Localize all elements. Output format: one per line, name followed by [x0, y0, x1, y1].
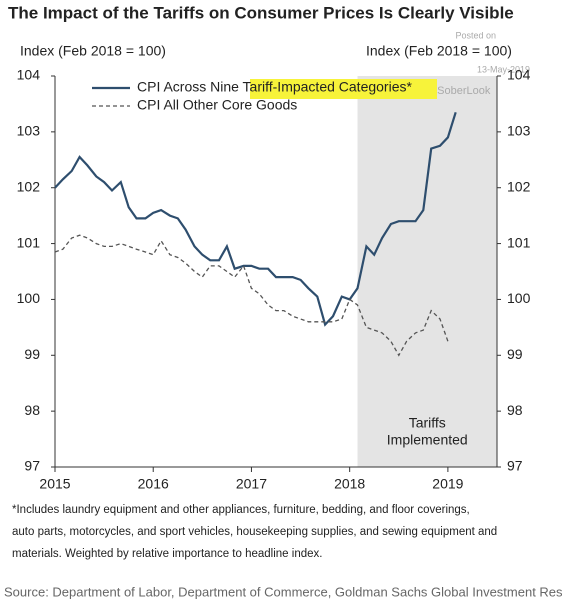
- shade-label: Implemented: [387, 432, 468, 448]
- y-tick-label: 101: [17, 234, 41, 250]
- legend-highlight: [250, 79, 437, 99]
- series-line: [54, 111, 457, 327]
- footnote: *Includes laundry equipment and other ap…: [12, 504, 470, 516]
- footnote: auto parts, motorcycles, and sport vehic…: [12, 526, 497, 538]
- y-tick-label: 104: [17, 67, 41, 83]
- x-tick-label: 2017: [236, 476, 267, 492]
- y2-tick-label: 100: [507, 290, 531, 306]
- y-tick-label: 103: [17, 123, 41, 139]
- watermark: Posted on: [455, 30, 496, 40]
- y2-tick-label: 103: [507, 123, 531, 139]
- y-axis-label: Index (Feb 2018 = 100): [20, 43, 166, 59]
- footnote: materials. Weighted by relative importan…: [12, 548, 322, 560]
- watermark: 13-May-2019: [477, 64, 530, 74]
- y-tick-label: 97: [24, 458, 40, 474]
- x-tick-label: 2016: [138, 476, 169, 492]
- legend-label: CPI Across Nine Tariff-Impacted Categori…: [137, 79, 412, 95]
- x-tick-label: 2015: [39, 476, 70, 492]
- y2-tick-label: 104: [507, 67, 531, 83]
- y2-tick-label: 98: [507, 402, 523, 418]
- y-tick-label: 102: [17, 178, 41, 194]
- legend-label: CPI All Other Core Goods: [137, 97, 297, 113]
- y-tick-label: 99: [24, 346, 40, 362]
- y2-tick-label: 97: [507, 458, 523, 474]
- shade-label: Tariffs: [409, 415, 446, 431]
- y-tick-label: 100: [17, 290, 41, 306]
- y2-tick-label: 102: [507, 178, 531, 194]
- y2-axis-label: Index (Feb 2018 = 100): [366, 43, 512, 59]
- watermark: @SoberLook: [426, 85, 491, 97]
- y2-tick-label: 99: [507, 346, 523, 362]
- source: Source: Department of Labor, Department …: [4, 584, 562, 599]
- chart-title: The Impact of the Tariffs on Consumer Pr…: [8, 3, 514, 22]
- x-tick-label: 2019: [432, 476, 463, 492]
- series-line: [54, 234, 449, 357]
- y-tick-label: 98: [24, 402, 40, 418]
- y2-tick-label: 101: [507, 234, 531, 250]
- shaded-region: [357, 76, 497, 467]
- x-tick-label: 2018: [334, 476, 365, 492]
